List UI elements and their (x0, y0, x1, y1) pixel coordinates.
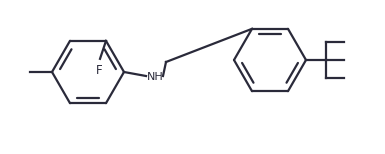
Text: F: F (96, 64, 102, 77)
Text: NH: NH (147, 72, 164, 82)
